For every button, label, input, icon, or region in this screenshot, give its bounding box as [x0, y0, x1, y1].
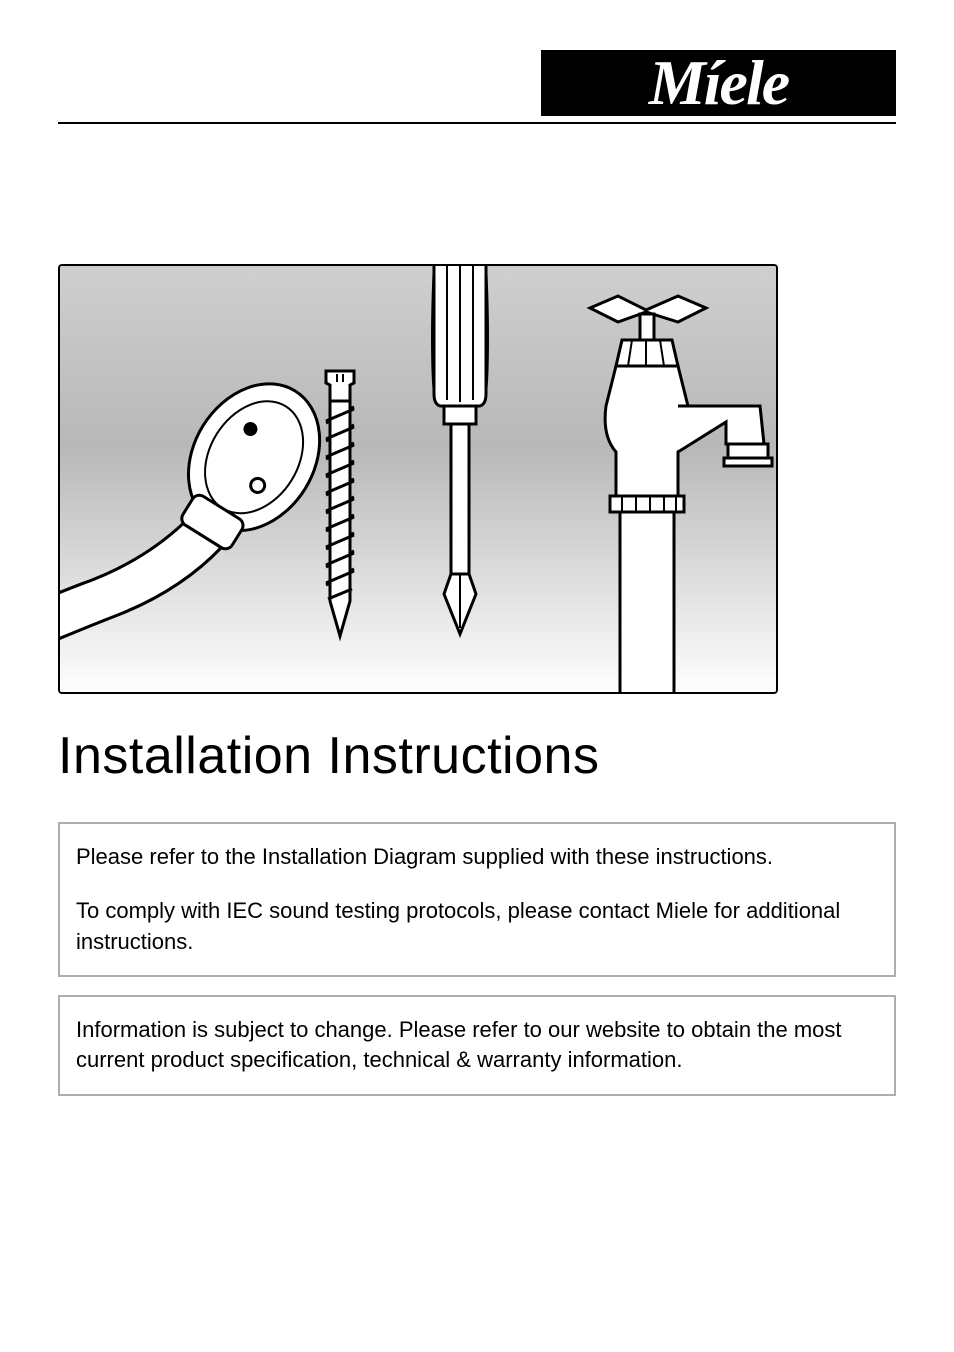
installation-illustration	[58, 264, 778, 694]
instruction-text: Information is subject to change. Please…	[76, 1015, 878, 1076]
brand-logo: Míele	[541, 50, 896, 116]
wood-screw-icon	[326, 371, 354, 636]
illustration-svg	[60, 266, 778, 694]
instruction-text: Please refer to the Installation Diagram…	[76, 842, 878, 872]
page-title: Installation Instructions	[58, 726, 896, 786]
page-header: Míele	[58, 50, 896, 116]
brand-logo-text: Míele	[649, 46, 788, 120]
header-divider	[58, 122, 896, 124]
instruction-box-primary: Please refer to the Installation Diagram…	[58, 822, 896, 977]
instruction-text: To comply with IEC sound testing protoco…	[76, 896, 878, 957]
instruction-box-secondary: Information is subject to change. Please…	[58, 995, 896, 1096]
